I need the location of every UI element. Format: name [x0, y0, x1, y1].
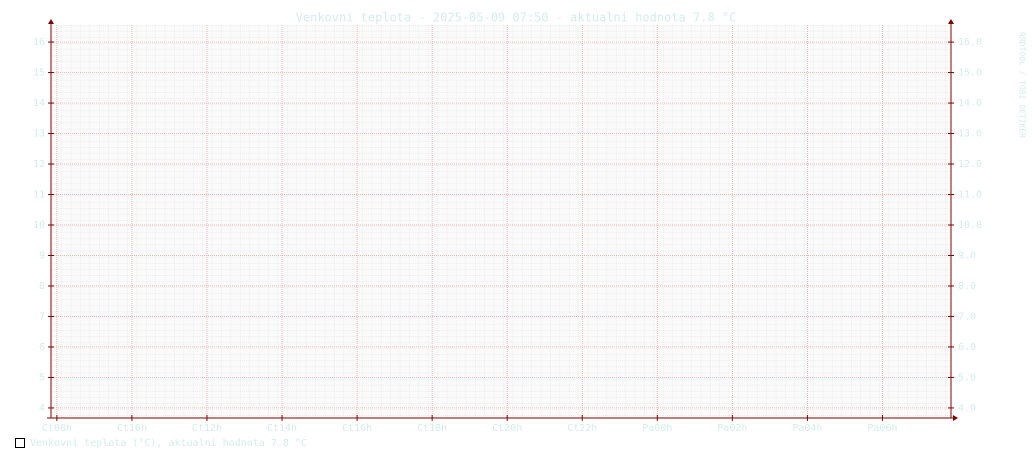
legend-label: Venkovni teplota (°C), aktualni hodnota … — [30, 438, 307, 449]
x-tick-label: Ct12h — [192, 423, 222, 434]
x-tick-label: Pa04h — [792, 423, 822, 434]
legend-swatch — [15, 438, 25, 448]
y-tick-label: 15 — [33, 68, 45, 79]
y-tick-label: 16 — [33, 37, 45, 48]
y2-tick-label: 9.0 — [958, 250, 976, 261]
chart-title: Venkovni teplota - 2025-05-09 07:50 - ak… — [296, 11, 737, 25]
y2-tick-label: 12.0 — [958, 159, 982, 170]
y2-tick-label: 16.0 — [958, 37, 982, 48]
x-tick-label: Ct20h — [492, 423, 522, 434]
y-tick-label: 4 — [39, 403, 45, 414]
y2-tick-label: 14.0 — [958, 98, 982, 109]
y-tick-label: 11 — [33, 190, 45, 201]
y-tick-label: 12 — [33, 159, 45, 170]
y2-tick-label: 5.0 — [958, 372, 976, 383]
y-tick-label: 13 — [33, 129, 45, 140]
y-tick-label: 8 — [39, 281, 45, 292]
y2-tick-label: 15.0 — [958, 68, 982, 79]
y2-tick-label: 6.0 — [958, 342, 976, 353]
watermark: RRDTOOL / TOBI OETIKER — [1018, 32, 1027, 138]
y-tick-label: 5 — [39, 372, 45, 383]
x-tick-label: Ct18h — [417, 423, 447, 434]
x-tick-label: Pa06h — [867, 423, 897, 434]
minor-grid — [52, 25, 950, 418]
x-tick-label: Pa02h — [717, 423, 747, 434]
y-tick-label: 9 — [39, 250, 45, 261]
y2-tick-label: 13.0 — [958, 129, 982, 140]
y-tick-label: 7 — [39, 311, 45, 322]
y-tick-label: 6 — [39, 342, 45, 353]
y2-tick-label: 8.0 — [958, 281, 976, 292]
x-tick-label: Ct08h — [42, 423, 72, 434]
y-tick-label: 14 — [33, 98, 45, 109]
y2-tick-label: 4.0 — [958, 403, 976, 414]
y2-tick-label: 10.0 — [958, 220, 982, 231]
x-tick-label: Ct22h — [567, 423, 597, 434]
x-tick-label: Ct14h — [267, 423, 297, 434]
x-tick-label: Ct16h — [342, 423, 372, 434]
y2-tick-label: 7.0 — [958, 311, 976, 322]
y-tick-label: 10 — [33, 220, 45, 231]
x-tick-label: Ct10h — [117, 423, 147, 434]
y2-tick-label: 11.0 — [958, 190, 982, 201]
x-tick-label: Pa00h — [642, 423, 672, 434]
